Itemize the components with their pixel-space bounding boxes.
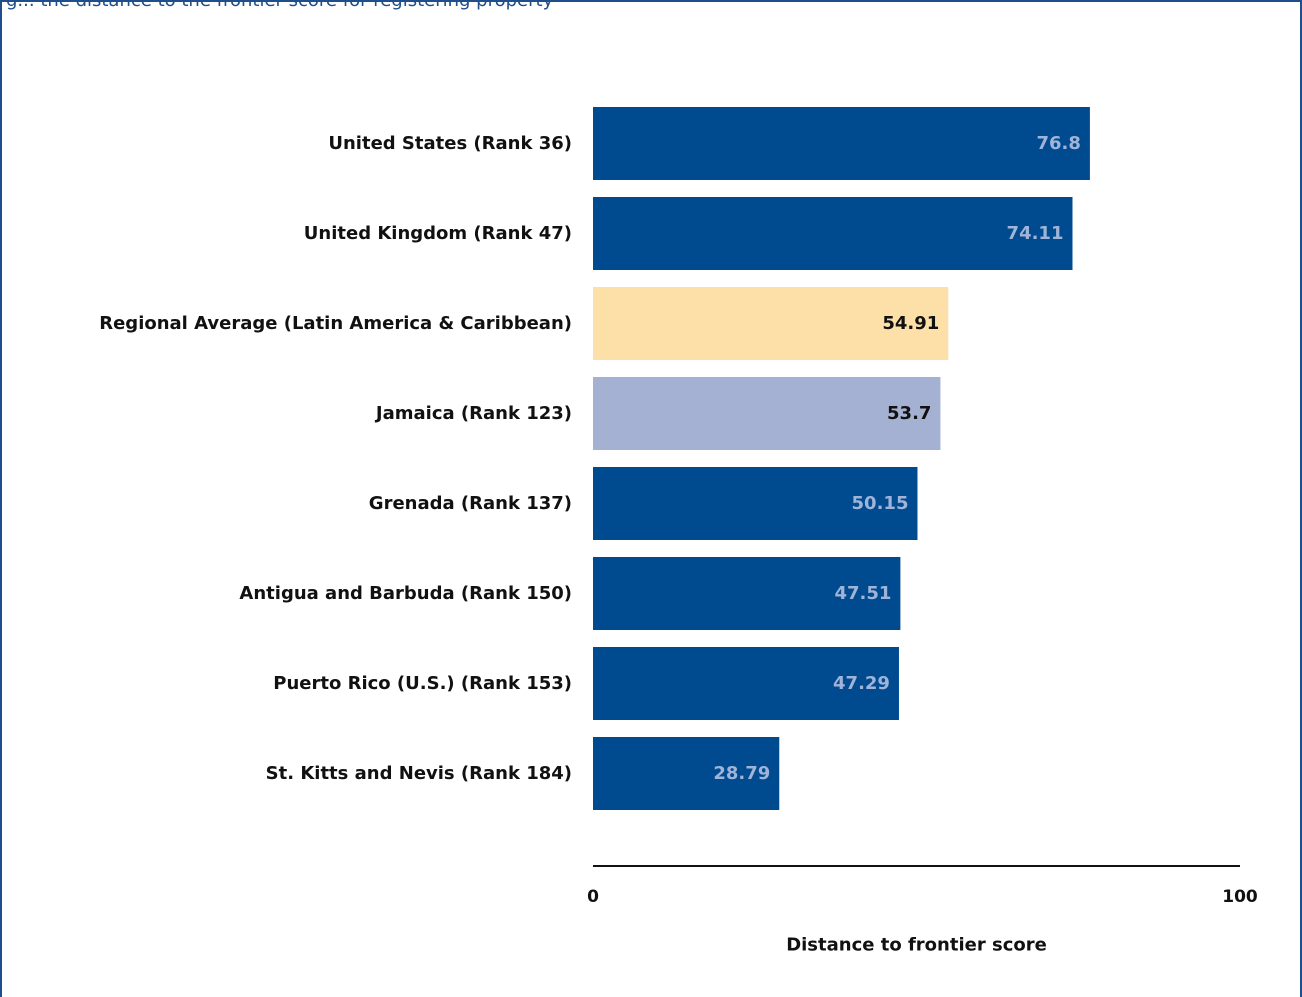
bar-3 bbox=[593, 377, 941, 450]
x-axis-title: Distance to frontier score bbox=[786, 935, 1047, 956]
category-label-1: United Kingdom (Rank 47) bbox=[304, 223, 572, 244]
category-label-0: United States (Rank 36) bbox=[328, 133, 572, 154]
value-label-3: 53.7 bbox=[887, 403, 931, 424]
bars-group bbox=[593, 107, 1090, 810]
category-label-2: Regional Average (Latin America & Caribb… bbox=[99, 313, 572, 334]
bar-6 bbox=[593, 647, 899, 720]
bar-4 bbox=[593, 467, 918, 540]
bar-1 bbox=[593, 197, 1073, 270]
value-labels-group: 76.8 74.11 54.91 53.7 50.15 47.51 47.29 28.79 bbox=[713, 133, 1081, 784]
value-label-6: 47.29 bbox=[833, 673, 890, 694]
header-caption: g... the distance to the frontier score … bbox=[6, 0, 554, 11]
category-label-7: St. Kitts and Nevis (Rank 184) bbox=[266, 763, 572, 784]
category-label-4: Grenada (Rank 137) bbox=[369, 493, 572, 514]
value-label-4: 50.15 bbox=[852, 493, 909, 514]
category-label-6: Puerto Rico (U.S.) (Rank 153) bbox=[273, 673, 572, 694]
bar-7 bbox=[593, 737, 780, 810]
category-label-5: Antigua and Barbuda (Rank 150) bbox=[239, 583, 572, 604]
category-label-3: Jamaica (Rank 123) bbox=[374, 403, 572, 424]
value-label-1: 74.11 bbox=[1007, 223, 1064, 244]
x-tick-labels-group: 0 100 bbox=[587, 887, 1258, 907]
x-tick-label-0: 0 bbox=[587, 887, 599, 907]
bar-0 bbox=[593, 107, 1090, 180]
value-label-0: 76.8 bbox=[1036, 133, 1080, 154]
value-label-7: 28.79 bbox=[713, 763, 770, 784]
value-label-2: 54.91 bbox=[882, 313, 939, 334]
category-labels-group: United States (Rank 36) United Kingdom (R… bbox=[99, 133, 572, 784]
value-label-5: 47.51 bbox=[834, 583, 891, 604]
x-tick-label-1: 100 bbox=[1222, 887, 1258, 907]
bar-2 bbox=[593, 287, 949, 360]
bar-5 bbox=[593, 557, 901, 630]
